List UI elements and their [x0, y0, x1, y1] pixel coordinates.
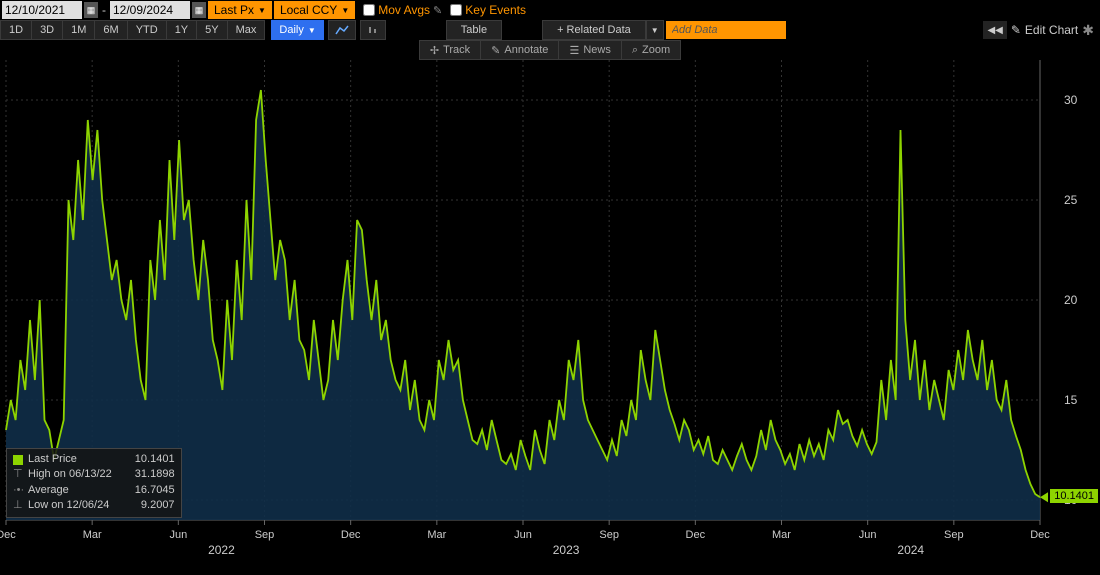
- range-btn-5y[interactable]: 5Y: [196, 20, 226, 40]
- svg-text:Jun: Jun: [169, 529, 187, 541]
- zoom-tool[interactable]: ⌕ Zoom: [621, 40, 681, 60]
- svg-text:2022: 2022: [208, 543, 235, 557]
- range-toolbar: 1D3D1M6MYTD1Y5YMax Daily ▼ Table + Relat…: [0, 20, 1100, 40]
- calendar-icon[interactable]: ▦: [192, 2, 206, 18]
- pencil-icon: ✎: [491, 44, 500, 57]
- chart-tools: ✢ Track ✎ Annotate ☰ News ⌕ Zoom: [0, 40, 1100, 60]
- freq-label: Daily: [279, 24, 303, 36]
- news-label: News: [583, 44, 611, 56]
- current-price-label: 10.1401: [1050, 489, 1098, 503]
- range-btn-1y[interactable]: 1Y: [166, 20, 196, 40]
- svg-text:Dec: Dec: [1030, 529, 1050, 541]
- legend-high: ⊤ High on 06/13/22 31.1898: [13, 467, 175, 482]
- series-color-swatch: [13, 455, 23, 465]
- add-data-input[interactable]: [666, 21, 786, 39]
- svg-text:Sep: Sep: [944, 529, 964, 541]
- svg-text:Sep: Sep: [599, 529, 619, 541]
- magnify-icon: ⌕: [632, 44, 638, 57]
- range-btn-max[interactable]: Max: [227, 20, 266, 40]
- svg-text:25: 25: [1064, 193, 1078, 207]
- edit-chart-button[interactable]: ✎ Edit Chart: [1011, 23, 1078, 37]
- svg-text:Jun: Jun: [514, 529, 532, 541]
- zoom-label: Zoom: [642, 44, 670, 56]
- pencil-icon: ✎: [1011, 23, 1021, 37]
- edit-chart-label: Edit Chart: [1025, 23, 1078, 37]
- legend-last-price: Last Price 10.1401: [13, 452, 175, 467]
- legend-avg-value: 16.7045: [117, 483, 175, 498]
- price-type-dropdown[interactable]: Last Px ▼: [208, 1, 272, 19]
- chart-type-icon[interactable]: [328, 20, 356, 40]
- view-tabs: Table: [446, 20, 502, 40]
- range-btn-ytd[interactable]: YTD: [127, 20, 166, 40]
- news-tool[interactable]: ☰ News: [558, 40, 620, 60]
- key-events-checkbox[interactable]: [450, 4, 462, 16]
- date-from-input[interactable]: [2, 1, 82, 19]
- legend-last-label: Last Price: [28, 452, 77, 467]
- high-icon: ⊤: [13, 467, 23, 482]
- legend-last-value: 10.1401: [117, 452, 175, 467]
- range-btn-3d[interactable]: 3D: [31, 20, 62, 40]
- key-events-group: Key Events: [450, 3, 526, 17]
- chevron-down-icon: ▼: [308, 26, 316, 35]
- pencil-icon[interactable]: ✎: [433, 4, 442, 17]
- chevron-down-icon: ▼: [341, 6, 349, 15]
- avg-icon: ·•·: [13, 483, 23, 498]
- svg-text:2024: 2024: [897, 543, 924, 557]
- crosshair-icon: ✢: [430, 44, 439, 57]
- legend-low-label: Low on 12/06/24: [28, 498, 109, 513]
- legend-avg-label: Average: [28, 483, 69, 498]
- candle-icon[interactable]: [360, 20, 386, 40]
- currency-label: Local CCY: [280, 3, 337, 17]
- svg-text:Dec: Dec: [0, 529, 16, 541]
- range-btn-1m[interactable]: 1M: [62, 20, 94, 40]
- svg-text:Mar: Mar: [83, 529, 102, 541]
- track-label: Track: [443, 44, 470, 56]
- freq-dropdown[interactable]: Daily ▼: [271, 20, 323, 40]
- top-toolbar: ▦ - ▦ Last Px ▼ Local CCY ▼ Mov Avgs ✎ K…: [0, 0, 1100, 20]
- chevron-left-icon: ◀◀: [987, 25, 1002, 36]
- svg-text:Jun: Jun: [859, 529, 877, 541]
- currency-dropdown[interactable]: Local CCY ▼: [274, 1, 355, 19]
- mov-avgs-group: Mov Avgs ✎: [363, 3, 442, 17]
- range-buttons: 1D3D1M6MYTD1Y5YMax: [0, 20, 265, 40]
- svg-text:Mar: Mar: [427, 529, 446, 541]
- svg-text:Sep: Sep: [255, 529, 275, 541]
- annotate-label: Annotate: [504, 44, 548, 56]
- track-tool[interactable]: ✢ Track: [419, 40, 480, 60]
- svg-text:Mar: Mar: [772, 529, 791, 541]
- price-type-label: Last Px: [214, 3, 254, 17]
- table-tab[interactable]: Table: [446, 20, 502, 40]
- svg-text:30: 30: [1064, 93, 1078, 107]
- news-icon: ☰: [569, 44, 579, 57]
- key-events-label[interactable]: Key Events: [465, 3, 526, 17]
- svg-text:Dec: Dec: [686, 529, 706, 541]
- legend-high-value: 31.1898: [117, 467, 175, 482]
- related-data-button[interactable]: + Related Data: [542, 20, 646, 40]
- date-sep: -: [100, 3, 108, 17]
- legend-high-label: High on 06/13/22: [28, 467, 112, 482]
- legend-low: ⊥ Low on 12/06/24 9.2007: [13, 498, 175, 513]
- range-btn-1d[interactable]: 1D: [0, 20, 31, 40]
- range-btn-6m[interactable]: 6M: [94, 20, 126, 40]
- legend-avg: ·•· Average 16.7045: [13, 483, 175, 498]
- calendar-icon[interactable]: ▦: [84, 2, 98, 18]
- mov-avgs-checkbox[interactable]: [363, 4, 375, 16]
- svg-text:15: 15: [1064, 393, 1078, 407]
- chart-area[interactable]: 1015202530DecMarJunSepDecMarJunSepDecMar…: [0, 60, 1100, 575]
- mov-avgs-label[interactable]: Mov Avgs: [378, 3, 430, 17]
- svg-text:Dec: Dec: [341, 529, 361, 541]
- related-data-dropdown[interactable]: ▼: [646, 20, 664, 40]
- chevron-down-icon: ▼: [258, 6, 266, 15]
- date-to-input[interactable]: [110, 1, 190, 19]
- svg-text:20: 20: [1064, 293, 1078, 307]
- legend-box: Last Price 10.1401 ⊤ High on 06/13/22 31…: [6, 448, 182, 518]
- gear-icon[interactable]: ✱: [1082, 22, 1094, 39]
- svg-text:2023: 2023: [553, 543, 580, 557]
- low-icon: ⊥: [13, 498, 23, 513]
- collapse-button[interactable]: ◀◀: [983, 21, 1006, 39]
- annotate-tool[interactable]: ✎ Annotate: [480, 40, 558, 60]
- candlestick-icon: [367, 24, 379, 36]
- legend-low-value: 9.2007: [123, 498, 175, 513]
- line-chart-icon: [335, 24, 349, 36]
